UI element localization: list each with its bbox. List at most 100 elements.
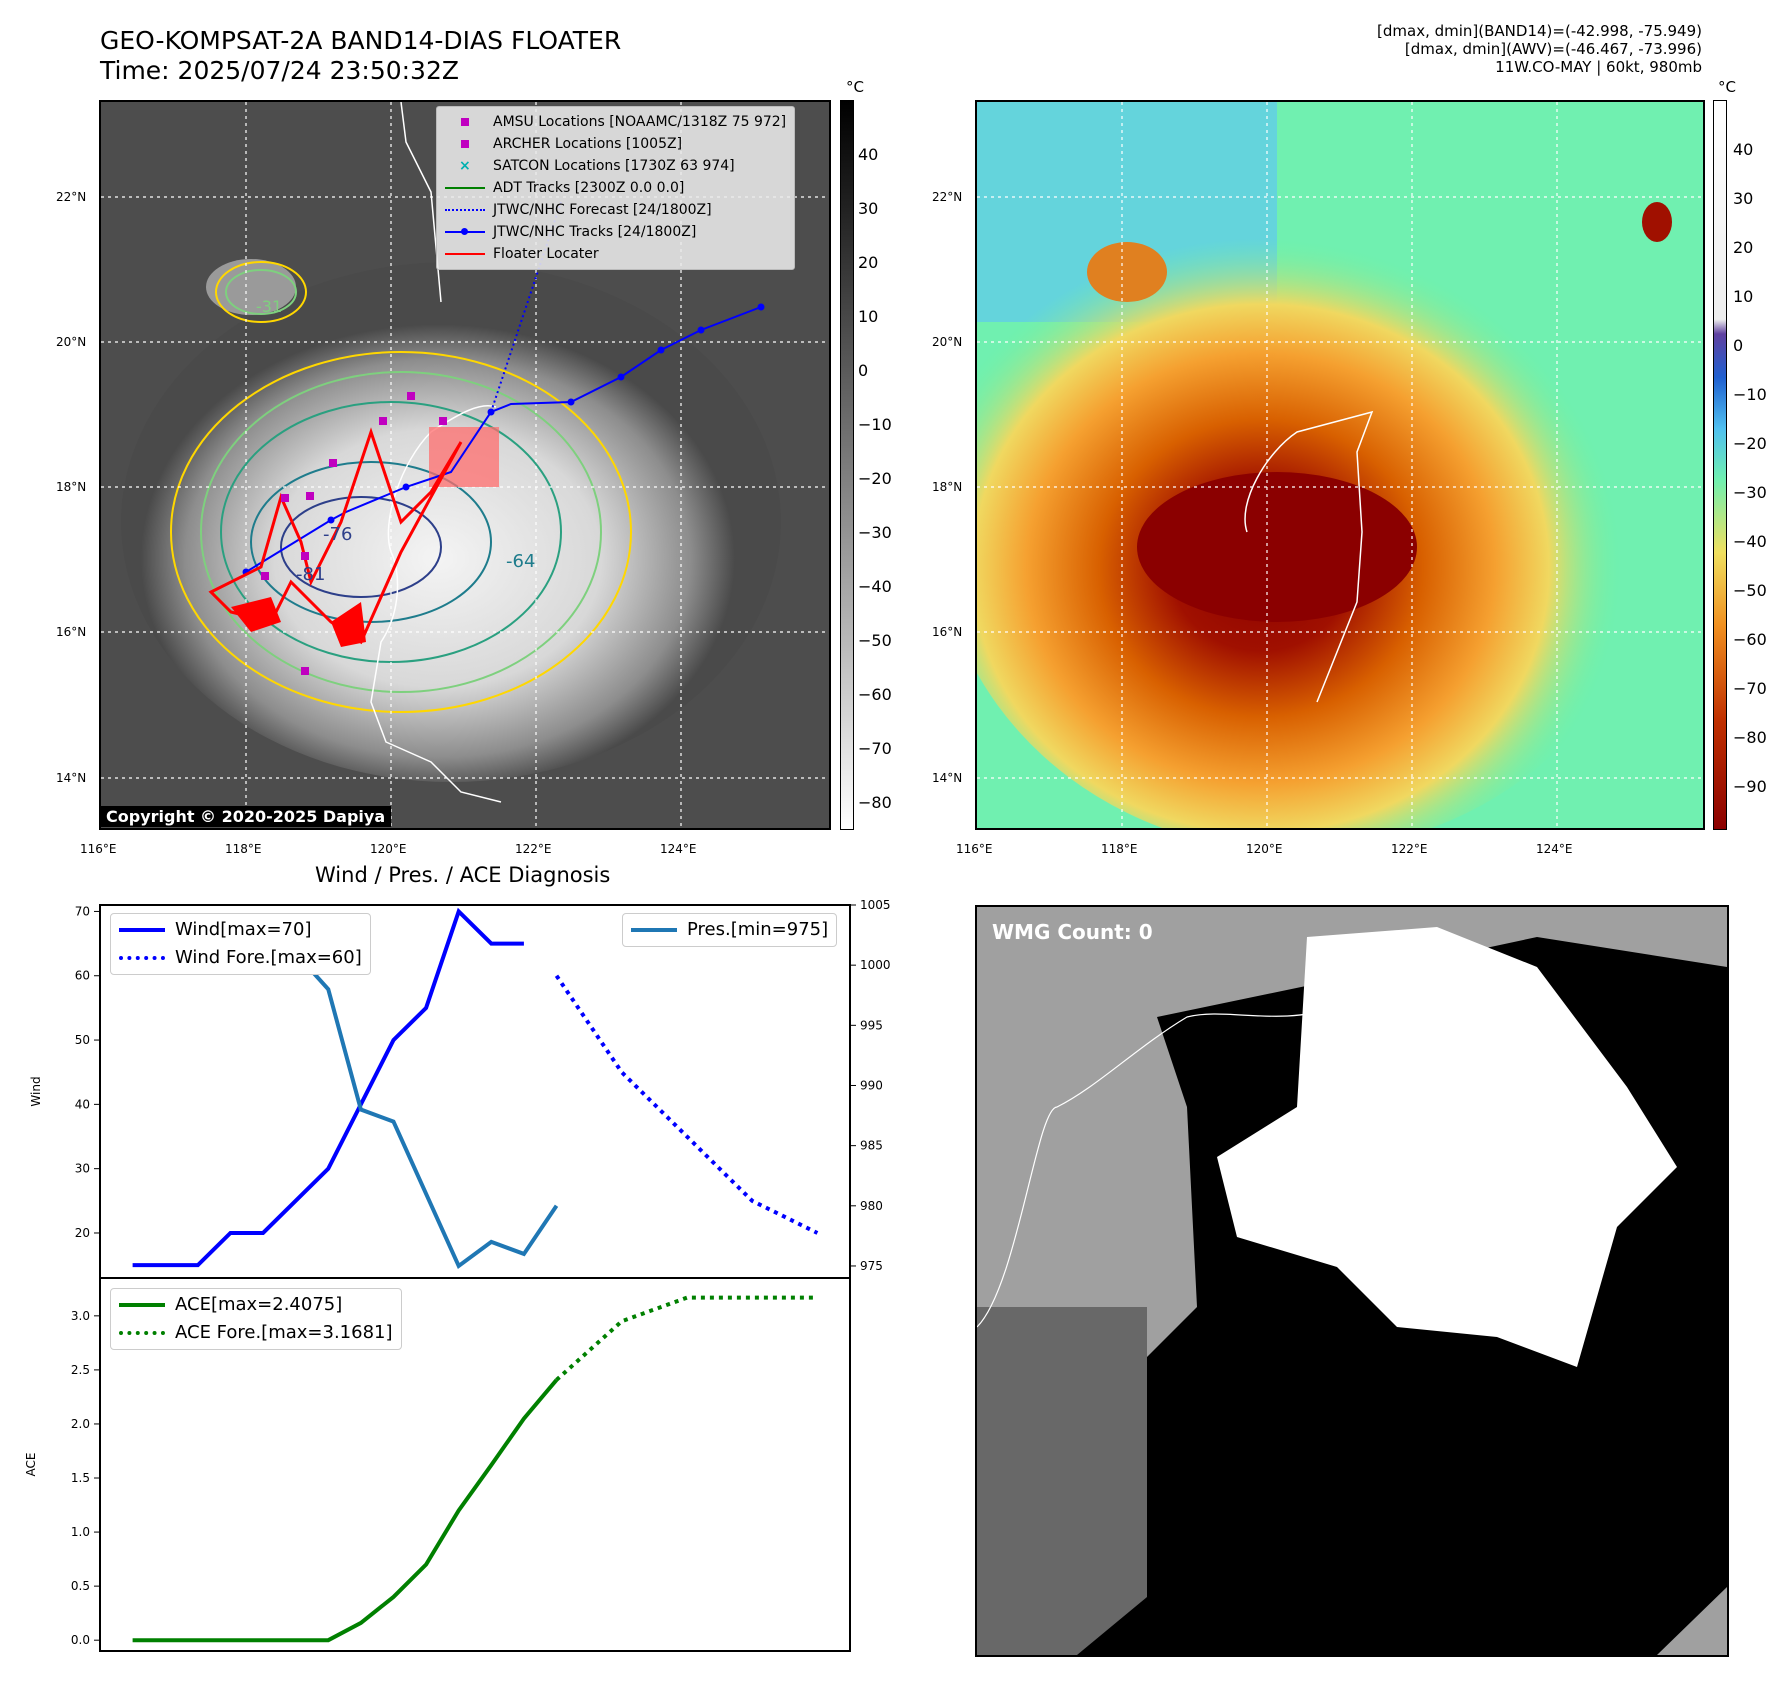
diagnosis-chart: 20 30 40 50 60 70 975 980 985 990 995 1000 1005 0.0 0.… <box>24 898 891 1652</box>
map-legend-label: JTWC/NHC Tracks [24/1800Z] <box>493 224 697 240</box>
map-axis-tick-label: 14°N <box>932 771 963 785</box>
contour-label-81: -81 <box>296 564 325 585</box>
legend-marker-icon <box>445 116 485 128</box>
ace-series-line <box>132 1378 559 1643</box>
stats-block: [dmax, dmin](BAND14)=(-42.998, -75.949) … <box>1377 22 1702 76</box>
colorbar-tick-label: 20 <box>858 253 879 272</box>
ace-axis-tick-label: 0.0 <box>71 1633 90 1647</box>
map-legend-item: AMSU Locations [NOAAMC/1318Z 75 972] <box>445 111 786 133</box>
map-axis-tick-label: 118°E <box>225 842 262 856</box>
awv-graticule <box>977 102 1703 828</box>
wind-axis-tick-label: 50 <box>75 1033 90 1047</box>
awv-map[interactable] <box>975 100 1705 830</box>
pressure-axis-tick-label: 975 <box>860 1259 883 1273</box>
colorbar-tick-label: −50 <box>1733 581 1767 600</box>
wind-axis-label: Wind <box>29 1076 43 1106</box>
colorbar-tick-label: −30 <box>858 523 892 542</box>
ir-colorbar <box>840 100 854 830</box>
ace-axis-tick-label: 1.5 <box>71 1471 90 1485</box>
map-axis-tick-label: 14°N <box>56 771 87 785</box>
contour-label-76: -76 <box>323 524 352 545</box>
colorbar-tick-label: −70 <box>1733 679 1767 698</box>
colorbar-tick-label: −40 <box>1733 532 1767 551</box>
colorbar-tick-label: −20 <box>858 469 892 488</box>
map-axis-tick-label: 118°E <box>1101 842 1138 856</box>
map-axis-tick-label: 124°E <box>660 842 697 856</box>
colorbar-tick-label: −50 <box>858 631 892 650</box>
colorbar-tick-label: 10 <box>858 307 879 326</box>
stats-line-3: 11W.CO-MAY | 60kt, 980mb <box>1495 58 1702 76</box>
wmg-coastline <box>977 986 1398 1328</box>
map-axis-tick-label: 116°E <box>956 842 993 856</box>
awv-colorbar <box>1713 100 1727 830</box>
ir-satellite-map[interactable]: -76 -81 -64 -31 AMSU Locations [NOAAMC/1… <box>99 100 831 830</box>
colorbar-tick-label: 10 <box>1733 287 1754 306</box>
map-axis-tick-label: 20°N <box>56 335 87 349</box>
floater-locater-track <box>208 427 463 645</box>
wind-axis-tick-label: 30 <box>75 1162 90 1176</box>
map-axis-tick-label: 16°N <box>932 625 963 639</box>
pressure-axis-tick-label: 980 <box>860 1199 883 1213</box>
map-axis-tick-label: 18°N <box>932 480 963 494</box>
pressure-axis-tick-label: 1005 <box>860 898 891 912</box>
map-legend-label: JTWC/NHC Forecast [24/1800Z] <box>493 202 712 218</box>
stats-line-1: [dmax, dmin](BAND14)=(-42.998, -75.949) <box>1377 22 1702 40</box>
ace-axis-label: ACE <box>24 1453 38 1477</box>
wind-forecast-series-line <box>554 974 819 1235</box>
title-line-2: Time: 2025/07/24 23:50:32Z <box>100 56 459 85</box>
colorbar-tick-label: −70 <box>858 739 892 758</box>
chart-legend-item: ACE Fore.[max=3.1681] <box>119 1319 393 1347</box>
map-axis-tick-label: 22°N <box>56 190 87 204</box>
wind-axis-tick-label: 60 <box>75 969 90 983</box>
colorbar-tick-label: −80 <box>1733 728 1767 747</box>
colorbar-tick-label: −10 <box>858 415 892 434</box>
chart-legend-item: ACE[max=2.4075] <box>119 1291 393 1319</box>
pressure-axis-tick-label: 995 <box>860 1018 883 1032</box>
map-axis-tick-label: 18°N <box>56 480 87 494</box>
map-axis-tick-label: 122°E <box>1391 842 1428 856</box>
pressure-legend: Pres.[min=975] <box>622 913 838 947</box>
map-legend: AMSU Locations [NOAAMC/1318Z 75 972] ARCH… <box>436 106 796 270</box>
legend-line-icon <box>119 956 165 960</box>
legend-line-icon <box>631 928 677 932</box>
colorbar-tick-label: −90 <box>1733 777 1767 796</box>
ace-axis-tick-label: 2.5 <box>71 1363 90 1377</box>
contour-navy <box>280 496 442 598</box>
awv-map-graphic <box>977 102 1703 828</box>
contour-yellow <box>170 351 632 713</box>
copyright-badge: Copyright © 2020-2025 Dapiya <box>100 806 392 827</box>
ace-axis-tick-label: 0.5 <box>71 1579 90 1593</box>
wmg-map-graphic <box>977 907 1727 1655</box>
chart-legend-label: Wind[max=70] <box>175 919 312 940</box>
colorbar-tick-label: 30 <box>1733 189 1754 208</box>
legend-marker-icon <box>445 182 485 194</box>
pressure-axis-tick-label: 1000 <box>860 958 891 972</box>
map-legend-item: ADT Tracks [2300Z 0.0 0.0] <box>445 177 786 199</box>
contour-label-31: -31 <box>256 297 282 316</box>
map-legend-item: Floater Locater <box>445 243 786 265</box>
ace-axes-frame <box>99 1277 851 1652</box>
wind-axis-tick-label: 20 <box>75 1226 90 1240</box>
ace-axis-tick-label: 3.0 <box>71 1309 90 1323</box>
map-axis-tick-label: 124°E <box>1536 842 1573 856</box>
legend-marker-icon <box>445 204 485 216</box>
chart-legend-item: Wind Fore.[max=60] <box>119 944 362 972</box>
wind-axis-tick-label: 40 <box>75 1097 90 1111</box>
ir-colorbar-unit: °C <box>846 78 864 96</box>
wmg-count-label: WMG Count: 0 <box>992 920 1153 944</box>
colorbar-tick-label: 20 <box>1733 238 1754 257</box>
chart-legend-item: Wind[max=70] <box>119 916 362 944</box>
map-axis-tick-label: 120°E <box>1246 842 1283 856</box>
colorbar-tick-label: 40 <box>1733 140 1754 159</box>
map-legend-item: JTWC/NHC Tracks [24/1800Z] <box>445 221 786 243</box>
awv-colorbar-unit: °C <box>1718 78 1736 96</box>
wmg-map[interactable] <box>975 905 1729 1657</box>
pressure-axis-tick-label: 990 <box>860 1078 883 1092</box>
colorbar-tick-label: 0 <box>858 361 869 380</box>
colorbar-tick-label: −80 <box>858 793 892 812</box>
colorbar-tick-label: −60 <box>1733 630 1767 649</box>
legend-line-icon <box>119 1303 165 1307</box>
colorbar-tick-label: 30 <box>858 199 879 218</box>
colorbar-tick-label: 40 <box>858 145 879 164</box>
map-axis-tick-label: 122°E <box>515 842 552 856</box>
